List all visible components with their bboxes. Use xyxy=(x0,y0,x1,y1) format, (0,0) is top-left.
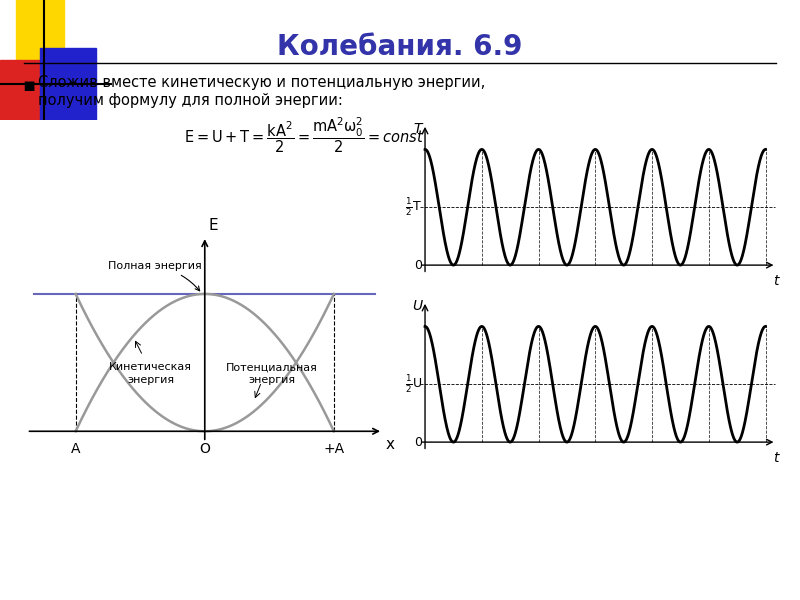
Text: A: A xyxy=(71,442,80,456)
Text: T: T xyxy=(414,122,422,136)
Text: получим формулу для полной энергии:: получим формулу для полной энергии: xyxy=(38,93,343,108)
Text: x: x xyxy=(386,437,394,452)
Text: ▪: ▪ xyxy=(22,76,36,95)
Text: Колебания. 6.9: Колебания. 6.9 xyxy=(278,33,522,61)
Text: +A: +A xyxy=(323,442,345,456)
Text: 0: 0 xyxy=(414,436,422,449)
Text: $\frac{1}{2}$T: $\frac{1}{2}$T xyxy=(406,196,422,218)
Text: U: U xyxy=(412,299,422,313)
Text: Полная энергия: Полная энергия xyxy=(108,261,202,291)
Bar xyxy=(0,60,48,120)
Text: $t$: $t$ xyxy=(774,274,782,289)
Text: Сложив вместе кинетическую и потенциальную энергии,: Сложив вместе кинетическую и потенциальн… xyxy=(38,75,486,90)
Bar xyxy=(16,0,64,72)
Text: $t$: $t$ xyxy=(774,451,782,466)
Text: Потенциальная
энергия: Потенциальная энергия xyxy=(226,362,318,385)
Text: Кинетическая
энергия: Кинетическая энергия xyxy=(109,362,192,385)
Text: $\frac{1}{2}$U: $\frac{1}{2}$U xyxy=(405,373,422,395)
Text: O: O xyxy=(199,442,210,456)
Text: 0: 0 xyxy=(414,259,422,272)
Text: E: E xyxy=(209,218,218,233)
Bar xyxy=(40,48,96,120)
Text: $\mathrm{E = U + T = \dfrac{kA^2}{2} = \dfrac{mA^2\omega_0^2}{2} = }{\it const}$: $\mathrm{E = U + T = \dfrac{kA^2}{2} = \… xyxy=(184,115,424,155)
